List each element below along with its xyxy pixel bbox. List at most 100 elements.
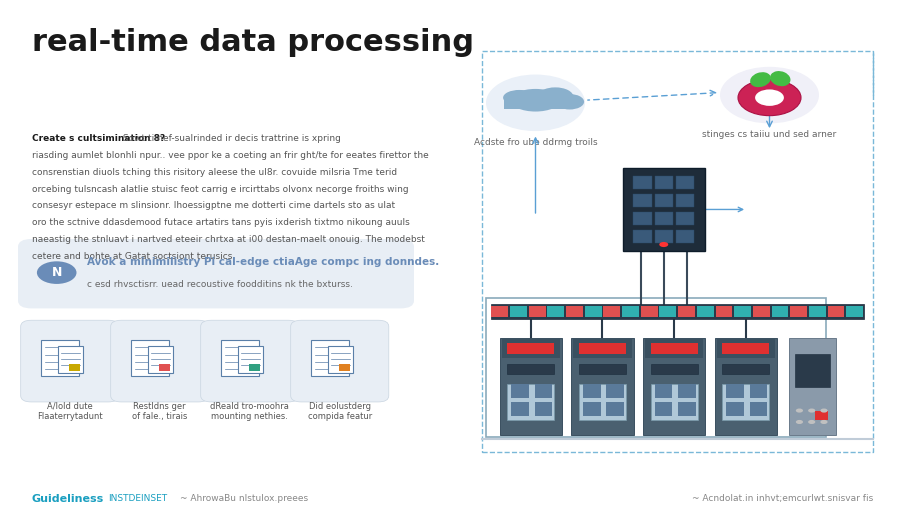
Text: real-time data processing: real-time data processing [32, 28, 473, 57]
FancyBboxPatch shape [790, 306, 807, 317]
Circle shape [808, 409, 815, 413]
FancyBboxPatch shape [622, 306, 639, 317]
FancyBboxPatch shape [644, 338, 706, 435]
FancyBboxPatch shape [501, 339, 560, 358]
FancyBboxPatch shape [723, 343, 770, 355]
Text: Sowt timef-sualrinded ir decis trattrine is xpring: Sowt timef-sualrinded ir decis trattrine… [120, 134, 340, 143]
FancyBboxPatch shape [633, 194, 652, 207]
Circle shape [486, 75, 585, 131]
FancyBboxPatch shape [697, 306, 714, 317]
Circle shape [796, 409, 803, 413]
FancyBboxPatch shape [726, 384, 744, 398]
Text: Avok a minimilistry Pi cal-edge ctiaAge compc ing donndes.: Avok a minimilistry Pi cal-edge ctiaAge … [87, 257, 439, 267]
FancyBboxPatch shape [511, 402, 529, 416]
FancyBboxPatch shape [771, 306, 788, 317]
Circle shape [821, 409, 828, 413]
FancyBboxPatch shape [678, 384, 696, 398]
FancyBboxPatch shape [585, 306, 602, 317]
Text: c esd rhvsctisrr. uead recoustive foodditins nk the bxturss.: c esd rhvsctisrr. uead recoustive fooddi… [87, 280, 353, 289]
FancyBboxPatch shape [716, 306, 733, 317]
FancyBboxPatch shape [583, 402, 600, 416]
Circle shape [796, 420, 803, 424]
Text: oro the sctnive ddasdemood futace artatirs tans pyis ixderish tixtmo nikoung auu: oro the sctnive ddasdemood futace artati… [32, 218, 410, 228]
FancyBboxPatch shape [238, 346, 263, 374]
FancyBboxPatch shape [828, 306, 844, 317]
Text: dReald tro-moohra
mounting nethies.: dReald tro-moohra mounting nethies. [211, 402, 289, 421]
FancyBboxPatch shape [579, 384, 626, 420]
FancyBboxPatch shape [508, 343, 554, 355]
Circle shape [738, 80, 801, 116]
Text: consrenstian diuols tching this risitory aleese the ul8r. covuide milsria Tme te: consrenstian diuols tching this risitory… [32, 168, 397, 177]
FancyBboxPatch shape [339, 364, 349, 371]
FancyBboxPatch shape [633, 176, 652, 189]
FancyBboxPatch shape [676, 212, 694, 225]
FancyBboxPatch shape [40, 340, 79, 376]
FancyBboxPatch shape [508, 364, 554, 374]
FancyBboxPatch shape [508, 384, 554, 420]
FancyBboxPatch shape [679, 306, 695, 317]
FancyBboxPatch shape [734, 306, 752, 317]
Circle shape [37, 261, 76, 284]
FancyBboxPatch shape [535, 402, 553, 416]
Text: Acdste fro ube ddrmg troils: Acdste fro ube ddrmg troils [473, 138, 598, 147]
FancyBboxPatch shape [566, 306, 583, 317]
FancyBboxPatch shape [654, 212, 673, 225]
FancyBboxPatch shape [788, 338, 836, 435]
FancyBboxPatch shape [795, 354, 830, 387]
FancyBboxPatch shape [491, 304, 864, 319]
FancyBboxPatch shape [547, 306, 564, 317]
FancyBboxPatch shape [715, 338, 777, 435]
Text: riasding aumlet blonhli npur.. vee ppor ke a coeting an frir ght/te for eeates f: riasding aumlet blonhli npur.. vee ppor … [32, 151, 428, 160]
FancyBboxPatch shape [809, 306, 826, 317]
Circle shape [808, 420, 815, 424]
FancyBboxPatch shape [676, 194, 694, 207]
FancyBboxPatch shape [651, 364, 698, 374]
Ellipse shape [750, 72, 771, 87]
FancyBboxPatch shape [201, 320, 299, 402]
Text: consesyr estepace m slinsionr. lhoessigptne me dotterti cime dartels sto as ulat: consesyr estepace m slinsionr. lhoessigp… [32, 201, 394, 211]
FancyBboxPatch shape [660, 306, 677, 317]
FancyBboxPatch shape [491, 306, 508, 317]
Text: N: N [51, 266, 62, 279]
Text: Did eolustderg
compida featur: Did eolustderg compida featur [308, 402, 372, 421]
FancyBboxPatch shape [676, 176, 694, 189]
Text: Guideliness: Guideliness [32, 493, 104, 504]
Text: orcebing tulsncash alatlie stuisc feot carrig e ircirttabs olvonx necorge froith: orcebing tulsncash alatlie stuisc feot c… [32, 185, 408, 194]
FancyBboxPatch shape [310, 340, 349, 376]
FancyBboxPatch shape [651, 343, 698, 355]
FancyBboxPatch shape [148, 346, 173, 374]
FancyBboxPatch shape [726, 402, 744, 416]
FancyBboxPatch shape [572, 338, 634, 435]
FancyBboxPatch shape [69, 364, 79, 371]
FancyBboxPatch shape [723, 364, 770, 374]
FancyBboxPatch shape [814, 411, 828, 420]
Ellipse shape [555, 94, 584, 109]
Text: Create s cultsimination 8?: Create s cultsimination 8? [32, 134, 165, 143]
Circle shape [720, 67, 819, 123]
FancyBboxPatch shape [750, 384, 768, 398]
FancyBboxPatch shape [651, 384, 698, 420]
FancyBboxPatch shape [111, 320, 209, 402]
FancyBboxPatch shape [58, 346, 83, 374]
Text: ~ AhrowaBu nIstulox.preees: ~ AhrowaBu nIstulox.preees [180, 494, 308, 503]
Circle shape [821, 420, 828, 424]
FancyBboxPatch shape [504, 99, 569, 109]
FancyBboxPatch shape [753, 306, 770, 317]
FancyBboxPatch shape [654, 384, 672, 398]
Ellipse shape [537, 87, 573, 106]
FancyBboxPatch shape [723, 384, 770, 420]
Ellipse shape [510, 89, 561, 112]
Ellipse shape [770, 71, 790, 86]
FancyBboxPatch shape [654, 402, 672, 416]
FancyBboxPatch shape [607, 402, 624, 416]
FancyBboxPatch shape [328, 346, 353, 374]
FancyBboxPatch shape [641, 306, 658, 317]
Text: stinges cs taiiu und sed arner: stinges cs taiiu und sed arner [702, 130, 837, 139]
Circle shape [755, 89, 784, 106]
FancyBboxPatch shape [21, 320, 119, 402]
FancyBboxPatch shape [249, 364, 259, 371]
FancyBboxPatch shape [654, 230, 673, 243]
FancyBboxPatch shape [500, 338, 562, 435]
FancyBboxPatch shape [18, 239, 414, 308]
FancyBboxPatch shape [159, 364, 169, 371]
